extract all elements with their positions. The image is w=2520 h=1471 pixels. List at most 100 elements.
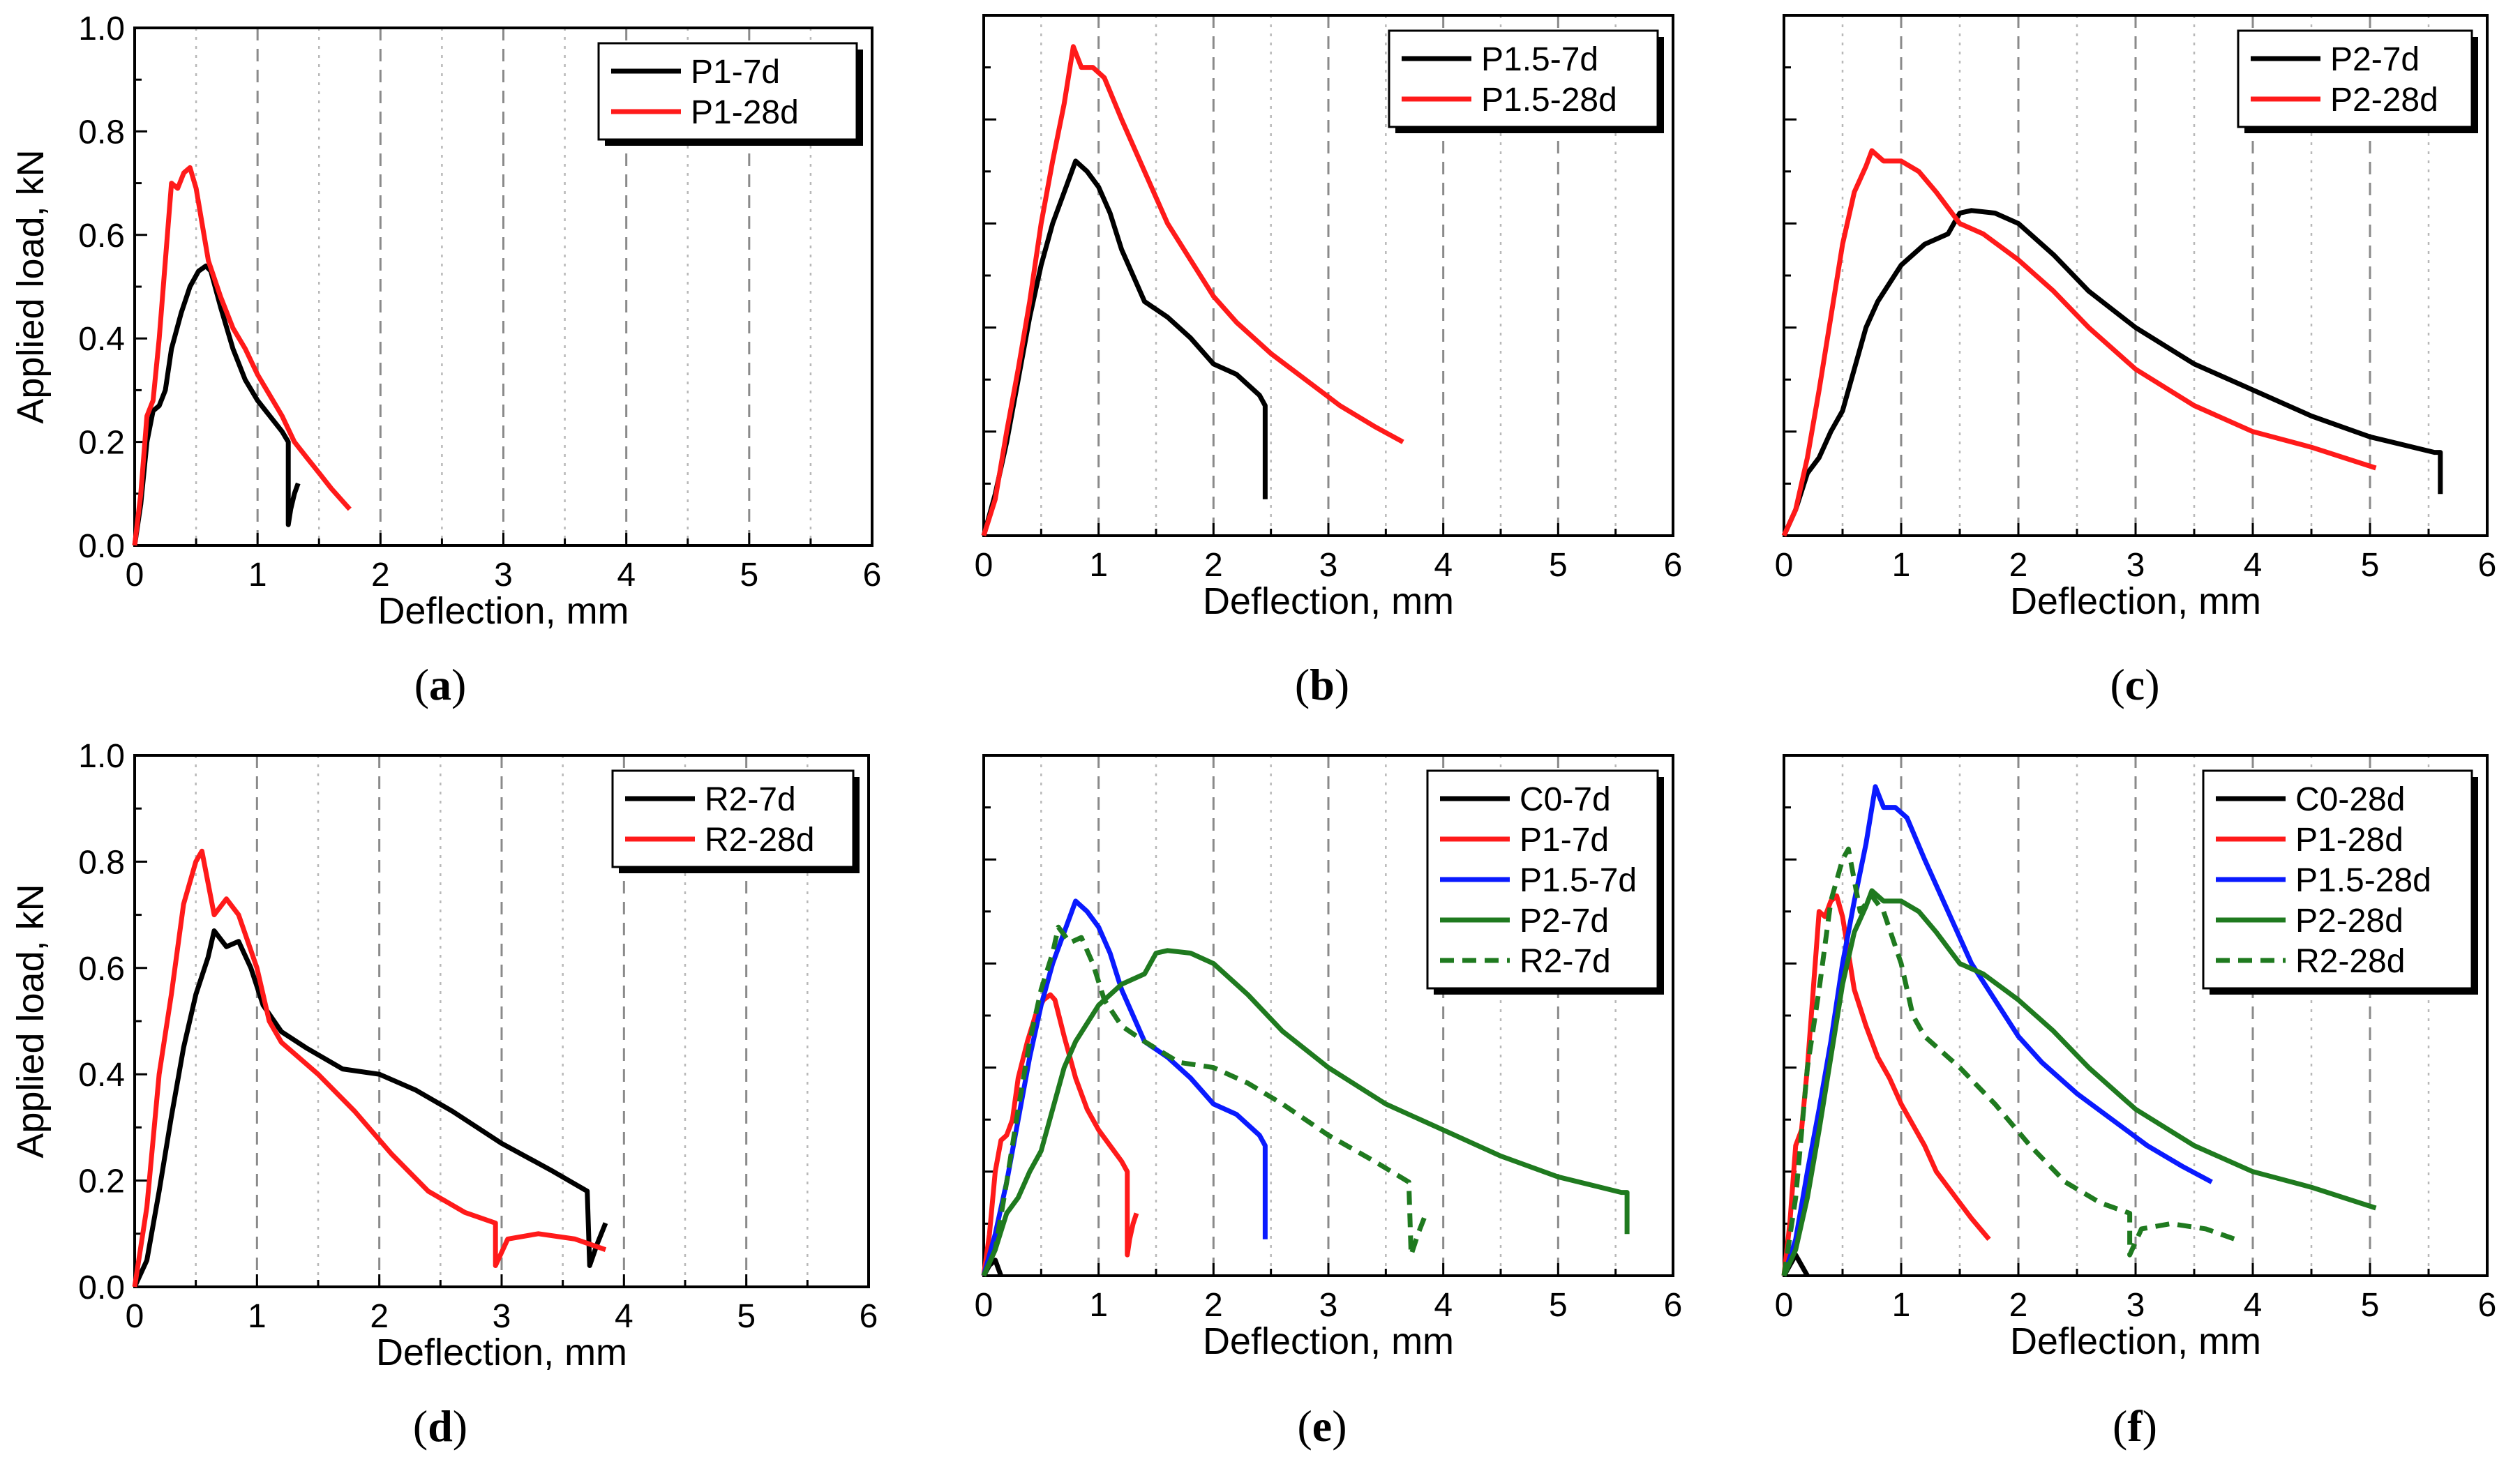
x-tick-label: 3 [1319, 1287, 1338, 1324]
y-tick-label: 0.0 [78, 1269, 125, 1306]
y-axis-label: Applied load, kN [10, 884, 52, 1158]
y-axis-label: Applied load, kN [10, 149, 52, 423]
series-line-P1.5-28d [981, 44, 1404, 537]
series-line-P1.5-7d [981, 158, 1268, 536]
y-tick-label: 0.8 [78, 114, 125, 151]
chart-panel-d: 0 1 2 3 4 5 6 0.0 0.2 0.4 0.6 0.8 1.0 Deflection, mm A… [10, 738, 878, 1373]
legend-label: C0-7d [1520, 781, 1611, 818]
x-tick-label: 3 [2127, 1287, 2145, 1324]
y-tick-label: 1.0 [78, 10, 125, 47]
legend: R2-7d R2-28d [611, 769, 860, 873]
legend-label: P2-28d [2295, 903, 2403, 940]
panel-label: (d) [413, 1401, 467, 1451]
series-line-P1.5-7d [981, 898, 1268, 1276]
x-tick-label: 2 [371, 557, 390, 594]
series-line-P1.5-28d [1781, 784, 2213, 1277]
x-tick-label: 0 [1775, 547, 1794, 584]
chart-panel-f: 0 1 2 3 4 5 6 Deflection, mm C0-28d P1-28dP1.5-28… [1775, 754, 2497, 1362]
legend-box [597, 42, 858, 141]
series-line-R2-7d [132, 928, 608, 1288]
x-tick-label: 6 [2478, 1287, 2497, 1324]
x-tick-label: 1 [248, 557, 267, 594]
x-tick-label: 2 [2009, 547, 2028, 584]
panel-label: (a) [414, 660, 467, 709]
chart-panel-a: 0 1 2 3 4 5 6 0.0 0.2 0.4 0.6 0.8 1.0 Deflection, mm A… [10, 10, 881, 632]
chart-panel-c: 0 1 2 3 4 5 6 Deflection, mm P2-7d P2-28d [1775, 14, 2497, 622]
x-tick-label: 3 [494, 557, 513, 594]
x-tick-label: 3 [493, 1298, 511, 1335]
panel-label: (e) [1297, 1401, 1347, 1451]
x-tick-label: 0 [126, 557, 144, 594]
y-tick-label: 1.0 [78, 738, 125, 775]
x-axis-label: Deflection, mm [376, 1332, 627, 1373]
panel-label: (c) [2110, 660, 2159, 709]
series-line-R2-28d [1781, 846, 2236, 1276]
series-line-P2-7d [1781, 208, 2443, 537]
series-line-P1-28d [1781, 893, 1991, 1276]
x-tick-label: 5 [2361, 1287, 2380, 1324]
legend-label: P2-7d [1520, 903, 1609, 940]
y-tick-label: 0.4 [78, 321, 125, 358]
x-tick-label: 5 [2361, 547, 2380, 584]
series-line-P2-28d [1781, 888, 2377, 1277]
legend-box [611, 769, 855, 868]
y-tick-label: 0.4 [78, 1057, 125, 1094]
x-tick-label: 5 [1549, 1287, 1568, 1324]
legend-label: P1.5-28d [2295, 862, 2431, 899]
y-tick-label: 0.0 [78, 528, 125, 565]
x-tick-label: 5 [737, 1298, 756, 1335]
x-tick-label: 2 [370, 1298, 389, 1335]
series-line-R2-28d [132, 848, 607, 1288]
y-tick-label: 0.2 [78, 425, 125, 462]
series-line-R2-7d [981, 924, 1429, 1277]
x-axis-label: Deflection, mm [377, 590, 629, 632]
series-line-P1-28d [132, 165, 352, 546]
legend-label: R2-7d [705, 781, 796, 818]
series-line-P2-7d [981, 948, 1630, 1277]
panel-label: (f) [2113, 1401, 2157, 1451]
legend-label: P1-7d [691, 54, 780, 91]
y-tick-label: 0.2 [78, 1163, 125, 1200]
x-tick-label: 6 [2478, 547, 2497, 584]
legend-label: C0-28d [2295, 781, 2405, 818]
series-line-P1-7d [981, 992, 1139, 1276]
x-tick-label: 5 [1549, 547, 1568, 584]
legend-label: P1-28d [691, 94, 799, 131]
legend-label: R2-28d [705, 822, 814, 859]
y-tick-label: 0.6 [78, 951, 125, 988]
legend-box [1388, 29, 1659, 128]
y-tick-label: 0.6 [78, 218, 125, 255]
x-tick-label: 4 [617, 557, 636, 594]
legend: P1.5-7d P1.5-28d [1388, 29, 1664, 133]
x-tick-label: 2 [1204, 547, 1223, 584]
x-tick-label: 4 [615, 1298, 633, 1335]
x-tick-label: 5 [740, 557, 758, 594]
x-axis-label: Deflection, mm [1203, 1320, 1454, 1362]
x-tick-label: 3 [1319, 547, 1338, 584]
x-tick-label: 2 [1204, 1287, 1223, 1324]
legend-label: P1.5-7d [1481, 41, 1598, 78]
x-tick-label: 4 [2244, 1287, 2263, 1324]
x-tick-label: 2 [2009, 1287, 2028, 1324]
x-tick-label: 1 [1089, 547, 1108, 584]
legend-label: P1-7d [1520, 822, 1609, 859]
panel-label: (b) [1295, 660, 1349, 709]
x-tick-label: 1 [1892, 547, 1911, 584]
x-tick-label: 0 [126, 1298, 144, 1335]
x-axis-label: Deflection, mm [1203, 580, 1454, 622]
legend-label: R2-7d [1520, 943, 1611, 980]
x-tick-label: 0 [1775, 1287, 1794, 1324]
x-tick-label: 3 [2127, 547, 2145, 584]
legend-label: P2-7d [2330, 41, 2420, 78]
legend-label: P2-28d [2330, 82, 2438, 119]
chart-panel-b: 0 1 2 3 4 5 6 Deflection, mm P1.5-7d P1.5-28d [975, 14, 1682, 622]
legend: P2-7d P2-28d [2237, 29, 2478, 133]
x-tick-label: 1 [1892, 1287, 1911, 1324]
legend-label: P1-28d [2295, 822, 2403, 859]
x-tick-label: 1 [248, 1298, 267, 1335]
series-line-P2-28d [1781, 148, 2377, 537]
x-tick-label: 4 [1434, 547, 1453, 584]
